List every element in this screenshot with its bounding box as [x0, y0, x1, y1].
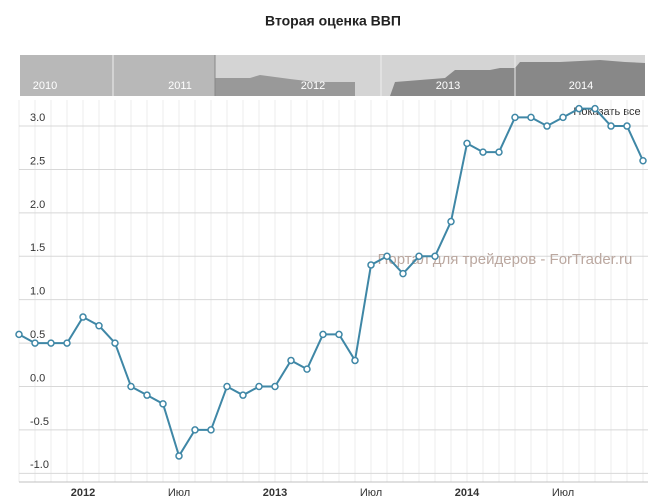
point [399, 269, 407, 278]
x-tick-label: 2012 [71, 487, 95, 499]
point [47, 339, 55, 347]
y-tick-label: 1.5 [30, 242, 45, 254]
y-tick-label: 2.5 [30, 155, 45, 167]
y-tick-label: 3.0 [30, 112, 45, 124]
x-tick-label: Июл [552, 487, 574, 499]
y-tick-label: -0.5 [30, 416, 49, 428]
navigator-label: 2011 [168, 80, 192, 92]
point [623, 122, 631, 130]
navigator-mask [20, 55, 215, 96]
point [527, 113, 535, 122]
point [591, 104, 599, 113]
point [463, 139, 471, 148]
point [447, 217, 455, 226]
point [63, 339, 71, 347]
point [255, 382, 263, 391]
point [95, 321, 103, 330]
navigator-label: 2013 [436, 80, 460, 92]
line [18, 107, 644, 459]
point [431, 252, 439, 261]
navigator-label: 2012 [301, 80, 325, 92]
point [367, 261, 375, 269]
point [351, 356, 359, 365]
point [607, 122, 615, 130]
point [15, 330, 23, 339]
point [303, 365, 311, 373]
point [319, 330, 327, 339]
y-tick-label: 2.0 [30, 199, 45, 211]
y-tick-label: 0.5 [30, 329, 45, 341]
y-tick-label: 1.0 [30, 286, 45, 298]
x-tick-label: Июл [168, 487, 190, 499]
point [31, 339, 39, 347]
navigator-label: 2010 [33, 80, 57, 92]
point [287, 356, 295, 365]
y-tick-label: -1.0 [30, 459, 49, 471]
navigator-area [215, 75, 355, 96]
point [511, 113, 519, 122]
point [479, 148, 487, 156]
point [383, 252, 391, 261]
point [207, 426, 215, 434]
point [143, 391, 151, 399]
navigator-area [390, 60, 645, 96]
point [575, 104, 583, 113]
x-tick-label: Июл [360, 487, 382, 499]
point [639, 157, 647, 165]
point [159, 400, 167, 408]
chart-title: Вторая оценка ВВП [265, 13, 401, 29]
point [223, 382, 231, 391]
point [559, 113, 567, 122]
watermark: Портал для трейдеров - ForTrader.ru [378, 251, 633, 268]
navigator[interactable] [20, 55, 645, 96]
point [191, 426, 199, 434]
point [175, 452, 183, 460]
y-tick-label: 0.0 [30, 372, 45, 384]
point [335, 330, 343, 339]
point [127, 382, 135, 391]
point [415, 252, 423, 261]
point [271, 382, 279, 391]
point [495, 148, 503, 156]
point [111, 339, 119, 347]
point [79, 313, 87, 321]
point [543, 122, 551, 130]
x-tick-label: 2014 [455, 487, 480, 499]
navigator-label: 2014 [569, 80, 593, 92]
point [239, 391, 247, 399]
x-tick-label: 2013 [263, 487, 287, 499]
